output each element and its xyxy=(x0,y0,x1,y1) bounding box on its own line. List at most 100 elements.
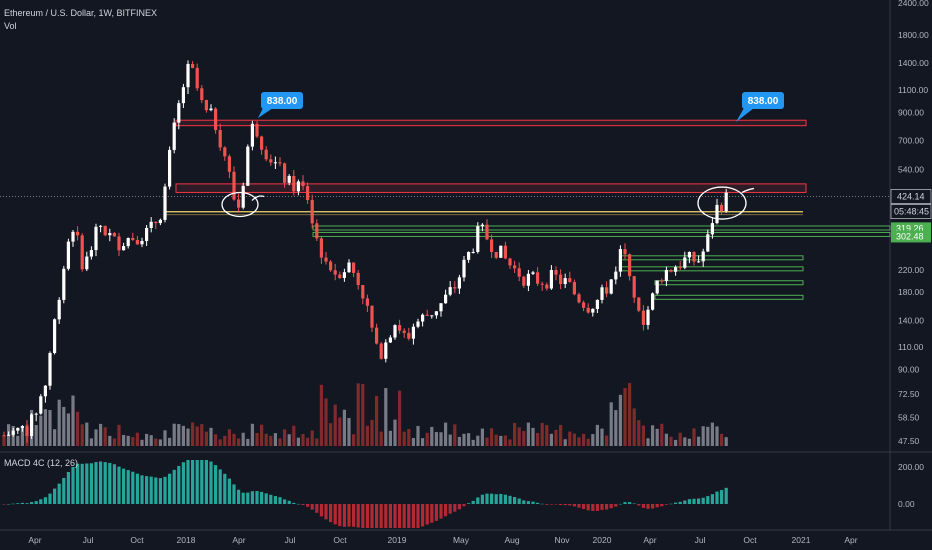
candle-body xyxy=(398,325,402,331)
macd-axis: 200.00 0.00 xyxy=(898,462,924,509)
candle-body xyxy=(499,245,503,258)
macd-bar xyxy=(76,463,80,504)
macd-bar xyxy=(80,463,84,504)
candle-body xyxy=(600,287,604,300)
volume-bar xyxy=(158,439,162,446)
candle-body xyxy=(250,123,254,147)
macd-bar xyxy=(324,504,328,520)
candle-body xyxy=(112,233,116,237)
time-axis[interactable]: Apr Jul Oct 2018 Apr Jul Oct 2019 May Aug Nov 2020 A… xyxy=(28,535,857,545)
volume-bar xyxy=(393,419,397,446)
support-zone xyxy=(654,280,804,286)
volume-bar xyxy=(462,433,466,446)
candle-body xyxy=(407,332,411,339)
candle-body xyxy=(306,186,310,200)
volume-bar xyxy=(209,427,213,446)
macd-bar xyxy=(246,492,250,504)
candle-body xyxy=(126,237,130,247)
price-tick-label: 540.00 xyxy=(898,165,924,175)
volume-bar xyxy=(204,431,208,446)
volume-bar xyxy=(457,436,461,446)
candle-body xyxy=(476,226,480,252)
volume-bar xyxy=(260,424,264,446)
volume-bar xyxy=(338,417,342,446)
time-tick-label: Oct xyxy=(743,535,757,545)
time-tick-label: Jul xyxy=(285,535,296,545)
price-tick-label: 180.00 xyxy=(898,287,924,297)
candle-body xyxy=(720,204,724,212)
candle-body xyxy=(172,122,176,150)
time-tick-label: 2019 xyxy=(388,535,407,545)
price-axis[interactable]: 2400.00 1800.00 1400.00 1100.00 900.00 700.00… xyxy=(898,0,929,446)
candle-body xyxy=(605,287,609,294)
price-tick-label: 1100.00 xyxy=(898,85,928,95)
candle-body xyxy=(724,192,728,212)
candle-body xyxy=(678,267,682,269)
volume-bar xyxy=(503,435,507,446)
volume-bar xyxy=(480,428,484,446)
macd-bar xyxy=(678,501,682,504)
macd-bar xyxy=(416,504,420,528)
macd-bar xyxy=(356,504,360,528)
candle-body xyxy=(554,270,558,275)
price-tick-label: 72.50 xyxy=(898,389,920,399)
volume-bar xyxy=(402,431,406,446)
candle-body xyxy=(108,233,112,236)
volume-bar xyxy=(20,425,24,446)
volume-bar xyxy=(39,415,43,446)
macd-bar xyxy=(444,504,448,517)
macd-bar xyxy=(103,462,107,504)
volume-bar xyxy=(131,437,135,446)
candle-body xyxy=(618,249,622,272)
volume-bar xyxy=(416,425,420,446)
macd-bar xyxy=(494,494,498,504)
time-tick-label: 2021 xyxy=(792,535,811,545)
macd-bar xyxy=(195,460,199,504)
macd-tick-label: 200.00 xyxy=(898,462,924,472)
volume-bar xyxy=(301,433,305,446)
candle-body xyxy=(241,185,245,208)
macd-bar xyxy=(25,503,29,504)
callout-box xyxy=(742,92,784,109)
volume-bar xyxy=(117,424,121,446)
candle-body xyxy=(39,396,43,414)
candle-body xyxy=(80,235,84,270)
macd-bar xyxy=(34,501,38,504)
macd-bar xyxy=(99,461,103,504)
macd-bar xyxy=(618,503,622,505)
time-tick-label: Nov xyxy=(554,535,570,545)
candle-body xyxy=(467,251,471,260)
callout-pointer xyxy=(736,108,754,122)
price-callout: 838.00 xyxy=(258,92,303,118)
volume-bar xyxy=(214,434,218,446)
candle-body xyxy=(53,319,57,354)
candle-body xyxy=(94,226,98,251)
volume-bar xyxy=(421,438,425,446)
macd-bar xyxy=(338,504,342,527)
candle-body xyxy=(43,385,47,397)
volume-bar xyxy=(499,435,503,446)
candle-body xyxy=(333,270,337,275)
candle-body xyxy=(508,258,512,266)
macd-bar xyxy=(53,488,57,504)
countdown-tag xyxy=(890,204,932,219)
macd-bar xyxy=(333,504,337,525)
price-tick-label: 2400.00 xyxy=(898,0,929,8)
volume-label: Vol xyxy=(4,21,17,31)
macd-bar xyxy=(250,491,254,504)
volume-bar xyxy=(80,424,84,446)
level-tag xyxy=(891,230,931,243)
macd-bar xyxy=(218,469,222,504)
annotation-marks: 838.00 838.00 xyxy=(221,92,784,220)
volume-bar xyxy=(347,418,351,446)
volume-bar xyxy=(255,432,259,446)
volume-bar xyxy=(697,436,701,446)
volume-bar xyxy=(444,422,448,446)
macd-bar xyxy=(605,504,609,510)
macd-bar xyxy=(632,503,636,505)
volume-bar xyxy=(181,425,185,446)
candle-body xyxy=(218,130,222,148)
macd-bar xyxy=(595,504,599,511)
